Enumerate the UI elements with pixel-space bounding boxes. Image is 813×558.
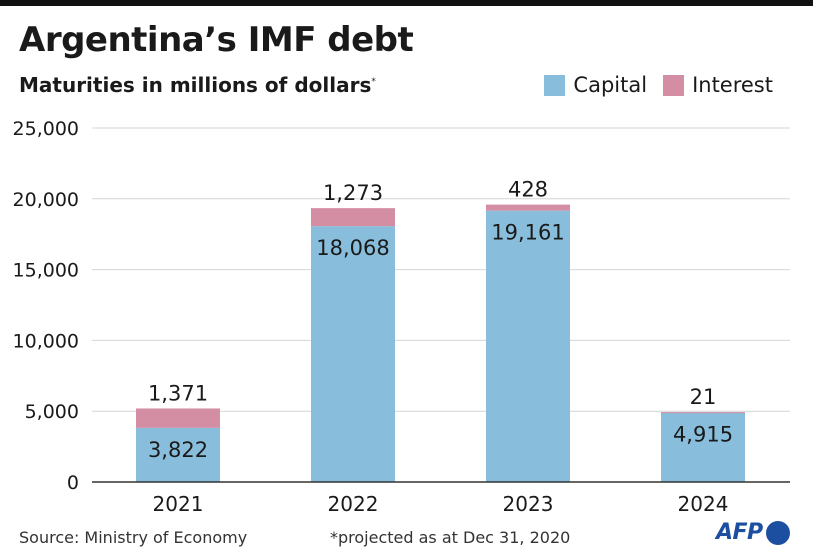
data-label-interest: 1,371 [148,381,208,405]
data-label-interest: 1,273 [323,181,383,205]
bar-capital [661,412,745,482]
bar-capital [486,210,570,482]
y-tick-label: 15,000 [13,260,79,282]
data-label-capital: 19,161 [491,221,564,245]
chart-title: Argentina’s IMF debt [19,20,414,60]
chart-subtitle: Maturities in millions of dollars* [19,73,376,97]
data-label-interest: 21 [690,385,717,409]
afp-logo-text: AFP [716,520,763,545]
data-label-capital: 3,822 [148,438,208,462]
x-tick-label: 2023 [503,492,554,516]
x-tick-label: 2021 [153,492,204,516]
legend: Capital Interest [544,73,773,97]
data-label-interest: 428 [508,178,548,202]
x-tick-label: 2022 [328,492,379,516]
legend-label-interest: Interest [692,73,773,97]
legend-item-interest: Interest [663,73,773,97]
y-tick-label: 25,000 [13,118,79,140]
afp-logo-dot [765,520,790,545]
bar-interest [311,208,395,227]
subtitle-footnote-mark: * [371,77,376,87]
y-tick-label: 20,000 [13,189,79,211]
y-tick-label: 5,000 [25,401,79,423]
projection-note: *projected as at Dec 31, 2020 [330,528,571,547]
legend-swatch-capital [544,74,566,96]
source-note: Source: Ministry of Economy [19,528,248,547]
bar-capital [311,226,395,482]
bar-capital [136,427,220,482]
bar-interest [661,412,745,414]
afp-logo: AFP [716,520,790,545]
bar-interest [486,204,570,211]
data-label-capital: 18,068 [316,236,389,260]
y-tick-label: 0 [67,472,79,494]
legend-item-capital: Capital [544,73,647,97]
x-tick-label: 2024 [678,492,729,516]
data-label-capital: 4,915 [673,422,733,446]
y-tick-label: 10,000 [13,330,79,352]
legend-label-capital: Capital [573,73,648,97]
top-rule [0,0,813,6]
subtitle-text: Maturities in millions of dollars [19,73,372,97]
bar-interest [136,408,220,428]
legend-swatch-interest [663,74,685,96]
